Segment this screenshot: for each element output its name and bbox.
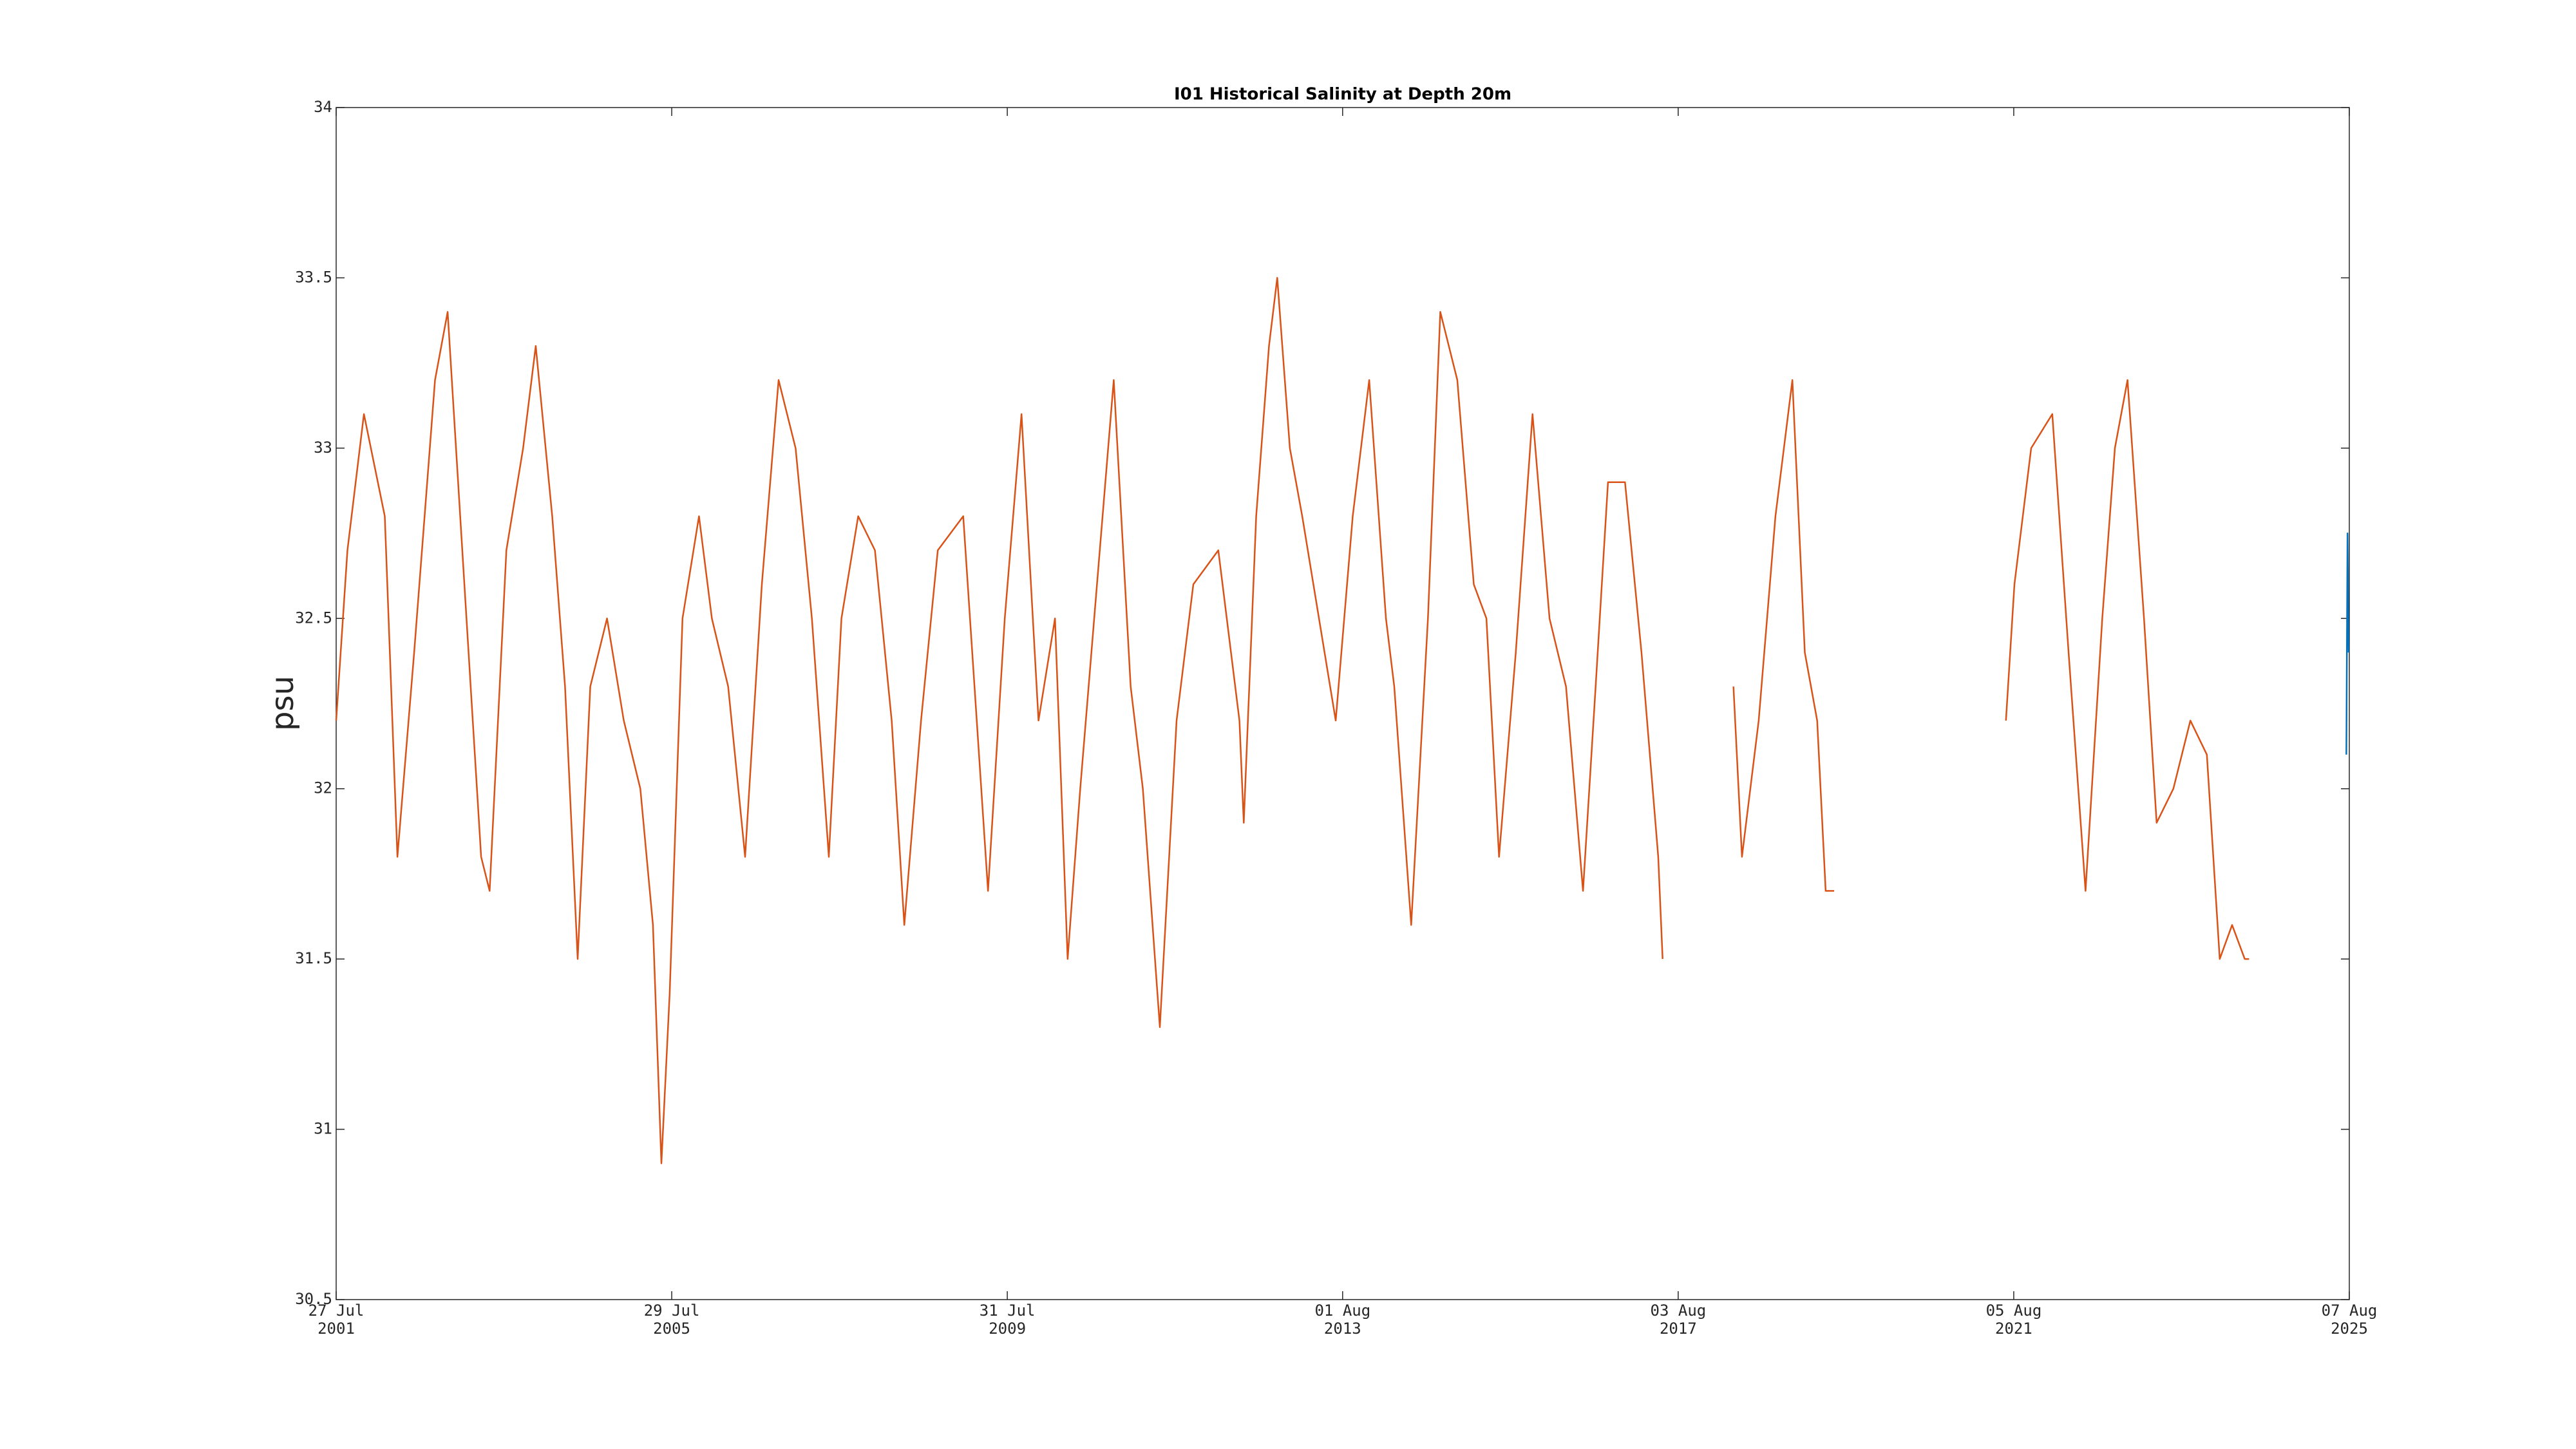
x-tick-label: 2017 xyxy=(1660,1320,1697,1338)
y-tick-label: 31.5 xyxy=(295,949,332,967)
x-tick-label: 07 Aug xyxy=(2322,1302,2378,1320)
x-tick-label: 2005 xyxy=(653,1320,690,1338)
y-tick-label: 33 xyxy=(314,439,332,457)
x-tick-label: 31 Jul xyxy=(980,1302,1036,1320)
x-tick-label: 29 Jul xyxy=(644,1302,700,1320)
data-line xyxy=(335,277,2249,1164)
x-tick-label: 01 Aug xyxy=(1314,1302,1370,1320)
x-tick-label: 03 Aug xyxy=(1651,1302,1707,1320)
y-tick-label: 31 xyxy=(314,1120,332,1138)
y-axis-label: psu xyxy=(265,676,301,731)
y-tick-label: 34 xyxy=(314,98,332,116)
plot-frame xyxy=(336,107,2350,1300)
x-tick-label: 05 Aug xyxy=(1986,1302,2042,1320)
y-tick-label: 33.5 xyxy=(295,268,332,286)
chart-title: I01 Historical Salinity at Depth 20m xyxy=(1174,85,1511,104)
y-tick-label: 32.5 xyxy=(295,609,332,627)
x-tick-label: 2021 xyxy=(1995,1320,2032,1338)
y-tick-label: 30.5 xyxy=(295,1290,332,1308)
x-tick-label: 2025 xyxy=(2331,1320,2368,1338)
x-tick-label: 2001 xyxy=(317,1320,355,1338)
y-tick-label: 32 xyxy=(314,779,332,797)
x-tick-label: 2013 xyxy=(1324,1320,1361,1338)
x-tick-label: 27 Jul xyxy=(308,1302,365,1320)
x-tick-label: 2009 xyxy=(989,1320,1026,1338)
data-line xyxy=(2345,532,2350,755)
